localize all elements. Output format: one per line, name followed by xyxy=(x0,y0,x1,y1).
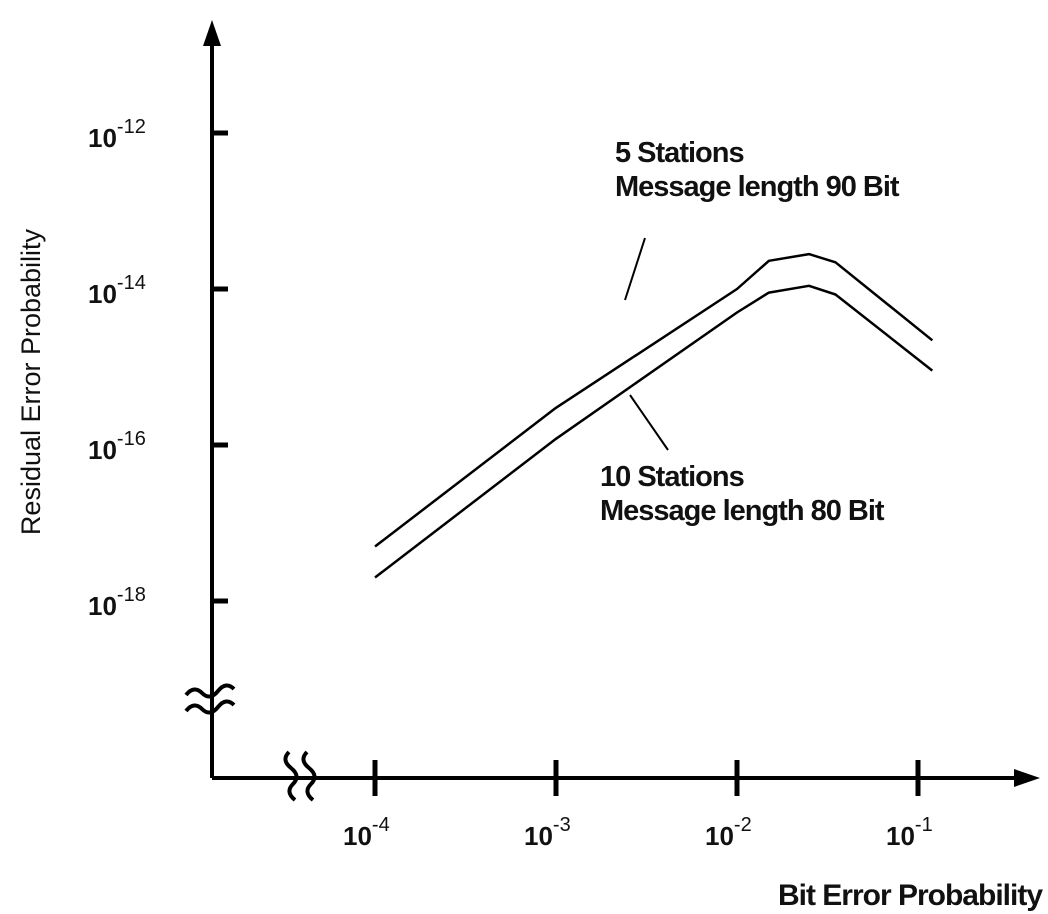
x-axis-break-left xyxy=(283,750,299,802)
y-axis-break-upper xyxy=(184,683,236,699)
y-tick-label: 10-18 xyxy=(88,584,146,621)
x-axis-break-right xyxy=(301,750,317,802)
x-tick-label: 10-1 xyxy=(886,814,933,851)
series-line-5-stations xyxy=(374,252,934,548)
y-tick-label: 10-16 xyxy=(88,428,146,465)
annotation-10-stations: Message length 80 Bit xyxy=(600,495,885,527)
labels: 10-4 10-3 10-2 10-1 10-12 10-14 10-16 10-18 Bit … xyxy=(16,116,1044,912)
annotation-5-stations: Message length 90 Bit xyxy=(615,171,900,203)
y-axis-title: Residual Error Probability xyxy=(16,228,46,535)
annotation-10-stations: 10 Stations xyxy=(600,461,744,493)
axes xyxy=(184,20,1040,802)
x-axis-title: Bit Error Probability xyxy=(778,879,1043,912)
x-tick-label: 10-4 xyxy=(343,814,390,851)
series-line-10-stations xyxy=(374,284,934,579)
annotation-leader-line xyxy=(629,394,669,451)
x-axis-arrow xyxy=(1014,769,1040,787)
x-tick-label: 10-3 xyxy=(524,814,571,851)
plot-area xyxy=(374,237,934,579)
x-tick-label: 10-2 xyxy=(705,814,752,851)
y-axis-break-lower xyxy=(184,699,236,715)
annotation-leader-line xyxy=(624,237,646,301)
y-axis-arrow xyxy=(203,20,221,46)
y-tick-label: 10-12 xyxy=(88,116,146,153)
annotation-5-stations: 5 Stations xyxy=(615,137,744,169)
y-tick-label: 10-14 xyxy=(88,272,146,309)
